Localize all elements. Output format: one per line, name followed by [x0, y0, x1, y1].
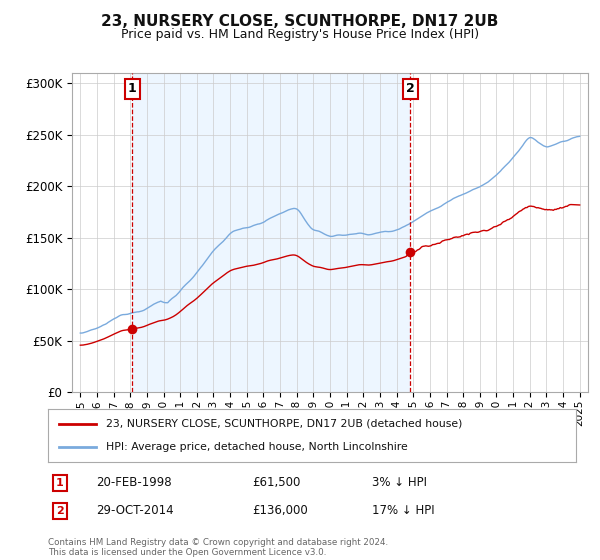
Text: 1: 1 [56, 478, 64, 488]
Text: 3% ↓ HPI: 3% ↓ HPI [372, 476, 427, 489]
Bar [133, 73, 410, 392]
Text: Price paid vs. HM Land Registry's House Price Index (HPI): Price paid vs. HM Land Registry's House … [121, 28, 479, 41]
Text: 1: 1 [128, 82, 137, 95]
Text: £61,500: £61,500 [252, 476, 301, 489]
Text: 17% ↓ HPI: 17% ↓ HPI [372, 504, 434, 517]
Text: 2: 2 [56, 506, 64, 516]
Text: 23, NURSERY CLOSE, SCUNTHORPE, DN17 2UB (detached house): 23, NURSERY CLOSE, SCUNTHORPE, DN17 2UB … [106, 419, 463, 429]
Text: Contains HM Land Registry data © Crown copyright and database right 2024.
This d: Contains HM Land Registry data © Crown c… [48, 538, 388, 557]
Text: 20-FEB-1998: 20-FEB-1998 [96, 476, 172, 489]
Text: 2: 2 [406, 82, 415, 95]
Text: HPI: Average price, detached house, North Lincolnshire: HPI: Average price, detached house, Nort… [106, 442, 408, 452]
Text: 23, NURSERY CLOSE, SCUNTHORPE, DN17 2UB: 23, NURSERY CLOSE, SCUNTHORPE, DN17 2UB [101, 14, 499, 29]
Text: 29-OCT-2014: 29-OCT-2014 [96, 504, 173, 517]
Text: £136,000: £136,000 [252, 504, 308, 517]
